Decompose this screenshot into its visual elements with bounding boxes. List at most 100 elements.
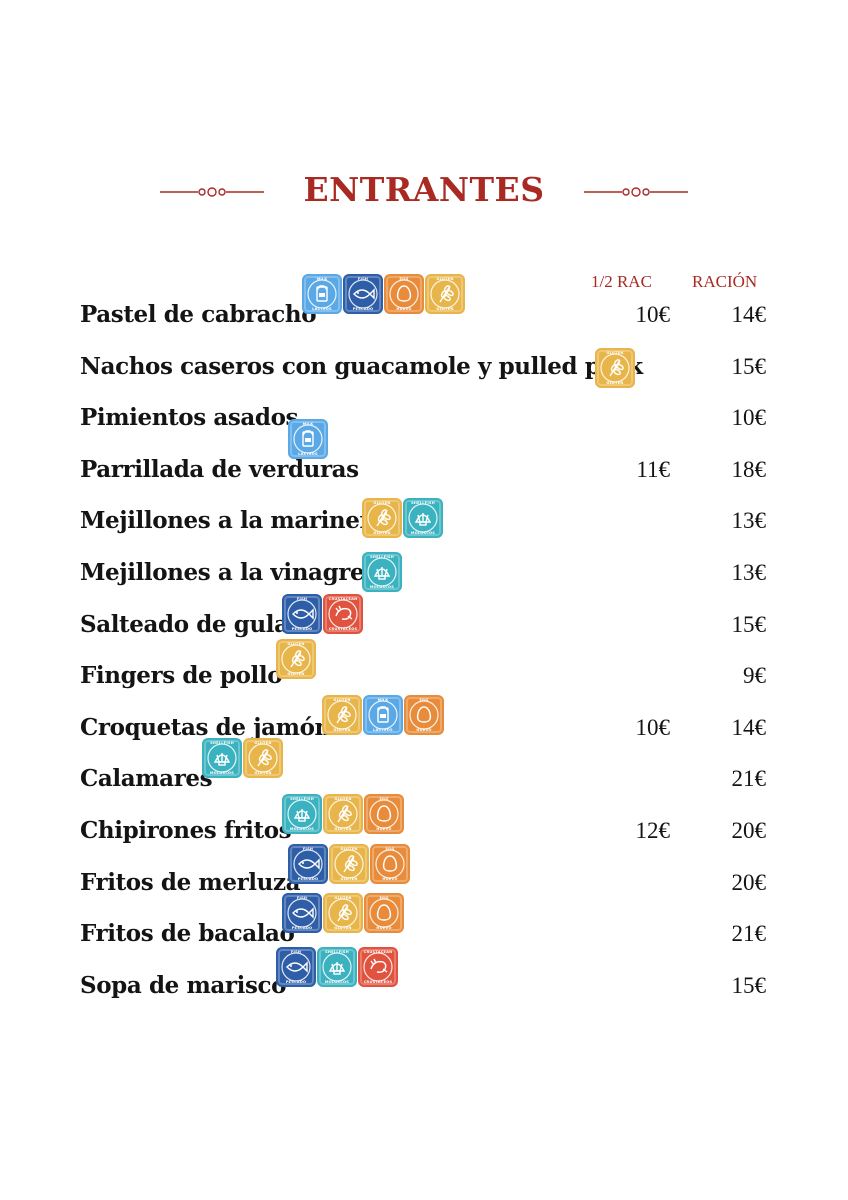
wheat-icon: GLUTEN GLUTEN [425,274,465,314]
egg-icon: EGG HUEVO [404,694,444,735]
allergen-icons: SHELLFISH MOLUSCOS GLUTEN GLUTEN EGG HUEVO [282,794,404,834]
wheat-icon: GLUTEN GLUTEN [243,738,283,779]
wheat-icon: GLUTEN GLUTEN [323,893,363,934]
dish-name: Calamares [80,765,213,793]
wheat-icon: GLUTEN GLUTEN [323,794,363,834]
allergen-label-es: GLUTEN [606,380,624,385]
price-full: 9€ [743,663,766,689]
shell-icon: SHELLFISH MOLUSCOS [317,946,357,987]
allergen-label-es: MOLUSCOS [209,771,235,776]
menu-item: Fritos de bacalao FISH PESCADO GLUTEN GLUTEN… [80,893,770,951]
allergen-label-es: PESCADO [352,307,374,311]
menu-item: Pastel de cabracho MILK LÁCTEOS FISH PESCADO… [80,274,770,332]
allergen-label-en: SHELLFISH [370,555,394,559]
allergen-label-es: CRUSTÁCEOS [363,979,393,984]
menu-item: Mejillones a la marinera GLUTEN GLUTEN SHEL… [80,498,770,539]
allergen-label-es: LÁCTEOS [312,307,332,311]
dish-name: Fingers de pollo [80,662,283,690]
price-full: 20€ [731,869,767,895]
column-header-half: 1/2 RAC [591,272,652,291]
allergen-icons: SHELLFISH MOLUSCOS GLUTEN GLUTEN [202,738,283,779]
shrimp-icon: CRUSTACEAN CRUSTÁCEOS [323,593,363,634]
allergen-label-es: CRUSTÁCEOS [328,626,358,631]
menu-item: Fritos de merluza FISH PESCADO GLUTEN GLUTEN… [80,843,770,900]
fish-icon: FISH PESCADO [288,843,328,884]
egg-icon: EGG HUEVO [384,274,424,314]
allergen-label-es: MOLUSCOS [289,827,315,831]
allergen-label-en: FISH [296,596,308,601]
price-half: 10€ [635,714,671,740]
fish-icon: FISH PESCADO [282,893,322,934]
price-full: 14€ [731,302,767,327]
wheat-icon: GLUTEN GLUTEN [322,694,362,735]
shell-icon: SHELLFISH MOLUSCOS [362,552,402,592]
wheat-icon: GLUTEN GLUTEN [276,639,316,680]
allergen-label-en: EGG [379,896,389,901]
ornament-right-icon [584,187,688,197]
allergen-label-es: GLUTEN [287,672,305,677]
shell-icon: SHELLFISH MOLUSCOS [282,794,322,834]
allergen-label-es: LÁCTEOS [298,452,318,457]
wheat-icon: GLUTEN GLUTEN [329,843,369,884]
dish-name: Pimientos asados [80,404,299,432]
section-header: ENTRANTES [0,170,848,220]
allergen-icons: MILK LÁCTEOS FISH PESCADO EGG HUEVO GLUTEN GLUT… [302,274,465,314]
allergen-label-en: EGG [419,697,429,702]
fish-icon: FISH PESCADO [343,274,383,314]
column-header-full: RACIÓN [692,272,758,291]
allergen-label-es: MOLUSCOS [369,585,395,589]
allergen-label-es: GLUTEN [334,926,352,931]
allergen-icons: GLUTEN GLUTEN [595,347,635,388]
allergen-label-en: FISH [357,277,369,281]
dish-name: Nachos caseros con guacamole y pulled po… [80,352,643,380]
price-full: 15€ [731,353,767,379]
allergen-label-es: GLUTEN [254,771,272,776]
allergen-label-es: HUEVO [376,827,392,831]
allergen-icons: GLUTEN GLUTEN [276,639,316,680]
ornament-left-icon [160,187,264,197]
allergen-label-es: PESCADO [297,876,319,881]
price-full: 18€ [731,456,767,482]
price-full: 20€ [731,818,767,843]
menu-item: Nachos caseros con guacamole y pulled po… [80,344,770,388]
allergen-label-en: MILK [302,422,314,427]
shrimp-icon: CRUSTACEAN CRUSTÁCEOS [358,946,398,987]
fish-icon: FISH PESCADO [276,946,316,987]
allergen-label-en: GLUTEN [373,501,391,506]
allergen-label-en: FISH [302,846,314,851]
allergen-label-es: PESCADO [291,626,313,631]
allergen-label-en: EGG [379,797,389,801]
allergen-label-es: GLUTEN [334,827,352,831]
allergen-label-en: GLUTEN [606,350,624,355]
allergen-label-en: GLUTEN [254,741,272,746]
allergen-label-es: HUEVO [396,307,412,311]
allergen-icons: FISH PESCADO GLUTEN GLUTEN EGG HUEVO [282,893,404,934]
allergen-label-en: EGG [385,846,395,851]
egg-icon: EGG HUEVO [364,893,404,934]
dish-name: Sopa de marisco [80,971,287,999]
menu-item: Fingers de pollo GLUTEN GLUTEN 9€ [80,639,770,693]
egg-icon: EGG HUEVO [370,843,410,884]
allergen-label-es: MOLUSCOS [410,531,436,536]
allergen-label-en: MILK [316,277,328,281]
price-full: 13€ [731,560,767,585]
dish-name: Chipirones fritos [80,817,292,844]
price-full: 21€ [731,766,767,792]
menu-item: Parrillada de verduras 11€ 18€ [80,447,770,487]
allergen-label-es: GLUTEN [333,727,351,732]
dish-name: Croquetas de jamón [80,713,331,741]
allergen-label-en: FISH [290,949,302,954]
menu-item: Salteado de gulas FISH PESCADO CRUSTACEAN CR… [80,593,770,642]
allergen-label-en: GLUTEN [436,277,454,281]
price-full: 21€ [731,921,767,947]
menu-item: Croquetas de jamón GLUTEN GLUTEN MILK LÁCTEO… [80,694,770,745]
dish-name: Pastel de cabracho [80,301,317,328]
milk-carton-icon: MILK LÁCTEOS [288,419,328,460]
milk-carton-icon: MILK LÁCTEOS [302,274,342,314]
allergen-icons: GLUTEN GLUTEN MILK LÁCTEOS EGG HUEVO [322,694,444,735]
dish-name: Mejillones a la vinagreta [80,559,389,586]
shell-icon: SHELLFISH MOLUSCOS [202,738,242,779]
allergen-icons: GLUTEN GLUTEN SHELLFISH MOLUSCOS [362,498,443,539]
price-half: 12€ [635,818,671,843]
allergen-label-en: SHELLFISH [411,501,435,506]
